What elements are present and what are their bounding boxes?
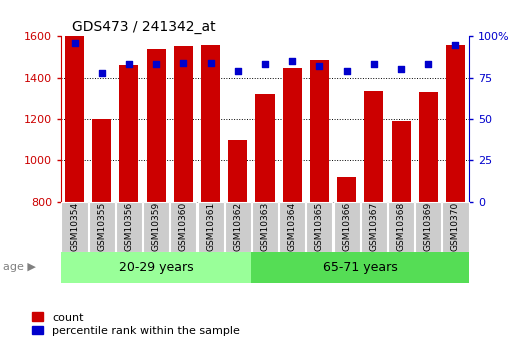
Text: GSM10361: GSM10361 xyxy=(206,202,215,252)
Legend: count, percentile rank within the sample: count, percentile rank within the sample xyxy=(32,313,240,336)
Bar xyxy=(333,202,360,252)
Bar xyxy=(198,202,224,252)
Point xyxy=(342,68,351,74)
Text: GSM10356: GSM10356 xyxy=(125,202,134,252)
Bar xyxy=(415,202,441,252)
Text: GSM10365: GSM10365 xyxy=(315,202,324,252)
Point xyxy=(397,67,405,72)
Bar xyxy=(89,202,115,252)
Bar xyxy=(252,202,278,252)
Bar xyxy=(306,202,332,252)
Point xyxy=(315,63,324,69)
Point xyxy=(288,58,296,64)
Text: GSM10362: GSM10362 xyxy=(233,202,242,252)
Text: GSM10367: GSM10367 xyxy=(369,202,378,252)
Bar xyxy=(61,202,87,252)
Text: GSM10354: GSM10354 xyxy=(70,202,79,252)
Bar xyxy=(337,177,356,202)
Bar xyxy=(392,121,411,202)
Bar xyxy=(364,91,383,202)
Bar xyxy=(310,60,329,202)
Text: GSM10369: GSM10369 xyxy=(424,202,432,252)
Text: GSM10363: GSM10363 xyxy=(261,202,269,252)
Bar xyxy=(282,68,302,202)
Text: GSM10364: GSM10364 xyxy=(288,202,297,252)
Text: GSM10366: GSM10366 xyxy=(342,202,351,252)
Point xyxy=(369,62,378,67)
Text: GSM10370: GSM10370 xyxy=(451,202,460,252)
Bar xyxy=(119,65,138,202)
Text: 65-71 years: 65-71 years xyxy=(323,261,398,274)
Bar xyxy=(251,252,469,283)
Point xyxy=(98,70,106,76)
Bar xyxy=(170,202,197,252)
Text: GSM10368: GSM10368 xyxy=(396,202,405,252)
Point xyxy=(424,62,432,67)
Point xyxy=(261,62,269,67)
Point xyxy=(152,62,161,67)
Text: GDS473 / 241342_at: GDS473 / 241342_at xyxy=(72,20,215,34)
Bar xyxy=(61,252,251,283)
Bar xyxy=(279,202,305,252)
Bar xyxy=(361,202,387,252)
Point xyxy=(70,40,79,46)
Point xyxy=(234,68,242,74)
Bar xyxy=(147,49,166,202)
Text: GSM10359: GSM10359 xyxy=(152,202,161,252)
Point xyxy=(179,60,188,66)
Point xyxy=(451,42,460,47)
Bar xyxy=(225,202,251,252)
Bar xyxy=(65,36,84,202)
Bar xyxy=(255,94,275,202)
Bar xyxy=(174,46,193,202)
Bar xyxy=(443,202,469,252)
Text: GSM10360: GSM10360 xyxy=(179,202,188,252)
Point xyxy=(206,60,215,66)
Text: 20-29 years: 20-29 years xyxy=(119,261,193,274)
Bar xyxy=(201,45,220,202)
Bar xyxy=(388,202,414,252)
Bar xyxy=(446,45,465,202)
Bar xyxy=(143,202,169,252)
Bar xyxy=(419,92,438,202)
Text: age ▶: age ▶ xyxy=(3,263,36,272)
Bar xyxy=(228,140,248,202)
Point xyxy=(125,62,133,67)
Bar xyxy=(116,202,142,252)
Text: GSM10355: GSM10355 xyxy=(98,202,106,252)
Bar xyxy=(92,119,111,202)
